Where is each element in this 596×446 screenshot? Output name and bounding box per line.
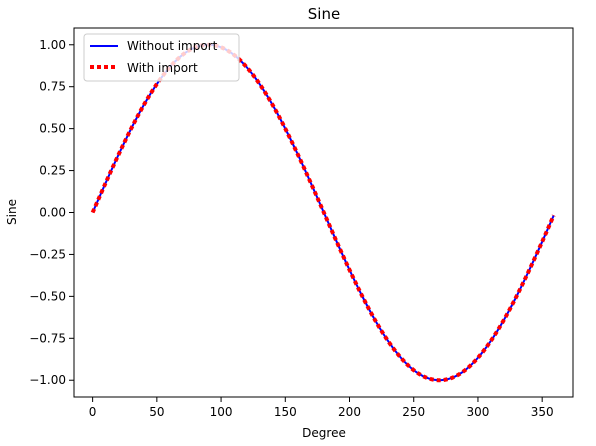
y-tick-label: 0.25 <box>39 164 66 178</box>
x-tick-label: 150 <box>274 405 297 419</box>
y-tick-label: 0.00 <box>39 206 66 220</box>
x-tick-label: 350 <box>531 405 554 419</box>
y-tick-label: 0.75 <box>39 80 66 94</box>
y-axis-ticks: −1.00 −0.75 −0.50 −0.25 0.00 0.25 0.50 0.75 1.00 <box>29 38 74 387</box>
x-tick-label: 0 <box>89 405 97 419</box>
y-tick-label: −1.00 <box>29 373 66 387</box>
x-tick-label: 250 <box>402 405 425 419</box>
x-tick-label: 100 <box>210 405 233 419</box>
y-tick-label: 0.50 <box>39 122 66 136</box>
x-tick-label: 200 <box>338 405 361 419</box>
y-tick-label: −0.25 <box>29 247 66 261</box>
y-tick-label: 1.00 <box>39 38 66 52</box>
y-axis-label: Sine <box>5 199 19 225</box>
legend-box <box>83 33 240 82</box>
x-tick-label: 50 <box>149 405 164 419</box>
y-tick-label: −0.50 <box>29 289 66 303</box>
y-tick-label: −0.75 <box>29 331 66 345</box>
axes-border <box>73 27 574 398</box>
legend-label-with-import: With import <box>127 61 198 75</box>
legend-label-without-import: Without import <box>127 39 218 53</box>
legend: Without import With import <box>83 33 240 82</box>
chart-title: Sine <box>308 5 340 23</box>
x-tick-label: 300 <box>466 405 489 419</box>
x-axis-label: Degree <box>302 426 346 440</box>
x-axis-ticks: 0 50 100 150 200 250 300 350 <box>89 397 554 419</box>
